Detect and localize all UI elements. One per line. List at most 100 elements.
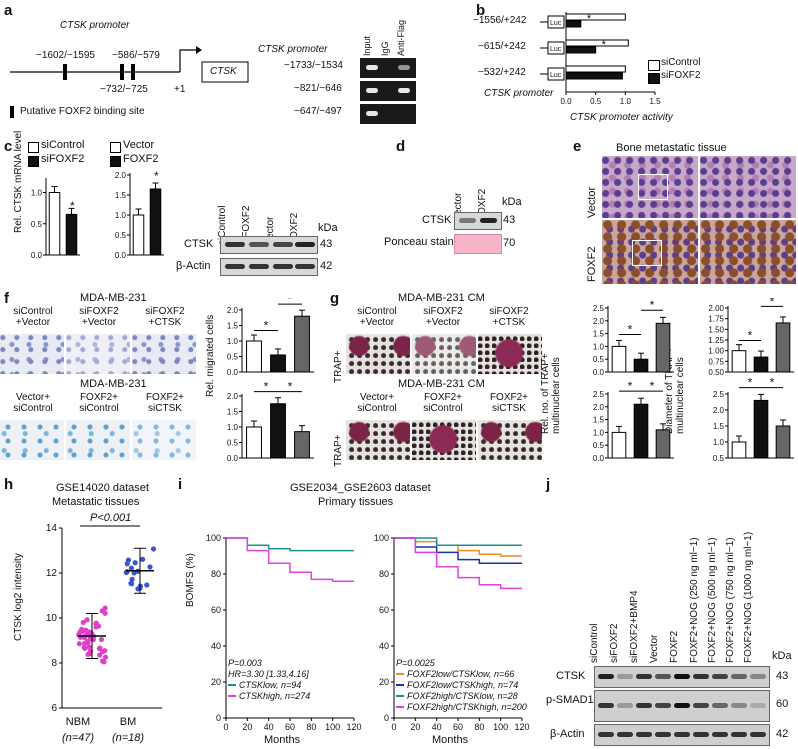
data-point-NBM bbox=[85, 639, 91, 646]
j-kda-ctsk: 43 bbox=[776, 670, 789, 682]
chip-gel-band-row-1 bbox=[360, 58, 416, 78]
panel-label-i: i bbox=[178, 476, 183, 493]
g-bottom-image-2 bbox=[412, 420, 476, 460]
c-legend-swatch-sifoxf2 bbox=[28, 156, 39, 167]
c-kda: kDa bbox=[318, 222, 338, 234]
x-tick-label: 0.0 bbox=[560, 97, 572, 106]
g-title-top: MDA-MB-231 CM bbox=[398, 292, 485, 304]
g-top-col-3: siFOXF2 +CTSK bbox=[489, 306, 529, 328]
chip-col-igg: IgG bbox=[380, 41, 390, 56]
b-legend-sifoxf2: siFOXF2 bbox=[661, 70, 701, 81]
g-bottom-image-3 bbox=[478, 420, 542, 460]
y-tick-label: 12 bbox=[46, 568, 58, 579]
significance-star: * bbox=[748, 329, 753, 343]
panel-label-h: h bbox=[4, 476, 14, 493]
c-blot-ctsk bbox=[220, 236, 318, 254]
data-point-NBM bbox=[76, 641, 83, 647]
y-tick-label: 0.5 bbox=[227, 439, 239, 448]
y-tick-label: 0.0 bbox=[593, 454, 605, 463]
b-xlabel: CTSK promoter activity bbox=[570, 112, 673, 123]
x-tick-label: 20 bbox=[410, 722, 420, 732]
b-ylabel: CTSK promoter bbox=[484, 88, 554, 99]
bar bbox=[731, 441, 747, 459]
f-bottom-col-3: FOXF2+ siCTSK bbox=[145, 392, 185, 414]
y-tick-label: 0.5 bbox=[115, 231, 127, 240]
b-legend-sicontrol: siControl bbox=[661, 57, 701, 68]
km-stat: HR=3.30 [1.33,4.16] bbox=[228, 669, 309, 679]
data-point-NBM bbox=[79, 626, 85, 632]
luc-label: Luc bbox=[550, 20, 562, 27]
panel-label-j: j bbox=[546, 476, 551, 493]
panel-label-a: a bbox=[4, 2, 13, 19]
data-point-BM bbox=[128, 565, 135, 571]
legend-label: FOXF2high/CTSKhigh, n=200 bbox=[407, 702, 527, 712]
j-row-ctsk: CTSK bbox=[556, 670, 586, 682]
x-tick-label: 100 bbox=[493, 722, 508, 732]
c-star-right: * bbox=[154, 169, 159, 183]
c-legend-swatch-sicontrol bbox=[28, 142, 39, 153]
f-top-col-1: siControl +Vector bbox=[13, 306, 53, 328]
x-tick-label: 60 bbox=[285, 722, 295, 732]
c-legend-swatch-vector bbox=[110, 142, 121, 153]
y-tick-label: 1.5 bbox=[227, 322, 239, 331]
y-tick-label: 80 bbox=[379, 569, 389, 579]
bar bbox=[246, 426, 262, 459]
legend-label: CTSKhigh, n=274 bbox=[239, 691, 310, 701]
h-group-bm: BM bbox=[119, 716, 137, 728]
x-tick-label: 0 bbox=[223, 722, 228, 732]
d-row-ponceau: Ponceau stain bbox=[384, 236, 454, 248]
y-tick-label: 100 bbox=[206, 533, 221, 543]
g-title-bottom: MDA-MB-231 CM bbox=[398, 378, 485, 390]
g-ylabel-number: Rel. no. of TRAP+ multinuclear cells bbox=[540, 353, 562, 434]
i-ylabel: BOMFS (%) bbox=[185, 553, 196, 607]
luciferase-chart: Luc Luc Luc * * 0.0 0.5 1.0 1.5 bbox=[540, 12, 661, 106]
x-tick-label: 120 bbox=[346, 722, 361, 732]
significance-star: * bbox=[650, 379, 655, 393]
c-star-left: * bbox=[70, 199, 75, 213]
x-tick-label: 20 bbox=[242, 722, 252, 732]
km-curve bbox=[226, 537, 354, 552]
e-image-vector-high bbox=[700, 156, 796, 218]
y-tick-label: 14 bbox=[46, 523, 58, 534]
chip-row-3: −647/−497 bbox=[294, 106, 342, 117]
data-point-BM bbox=[132, 560, 138, 566]
luc-box bbox=[547, 41, 565, 55]
c-kda-ctsk: 43 bbox=[320, 238, 333, 250]
km-stat: P=0.003 bbox=[228, 658, 262, 668]
y-tick-label: 60 bbox=[379, 605, 389, 615]
luc-box bbox=[547, 67, 565, 81]
bar bbox=[48, 192, 61, 256]
km-stat: P=0.0025 bbox=[396, 658, 436, 668]
construct-label-2: −615/+242 bbox=[478, 41, 526, 52]
c-legend-foxf2: FOXF2 bbox=[123, 153, 159, 165]
b-legend-swatch-sicontrol bbox=[648, 60, 660, 71]
x-tick-label: 40 bbox=[264, 722, 274, 732]
gene-box-label: CTSK bbox=[210, 66, 237, 77]
f-top-col-2: siFOXF2 +Vector bbox=[79, 306, 119, 328]
y-tick-label: 1.0 bbox=[593, 428, 605, 437]
y-tick-label: 2.0 bbox=[115, 171, 127, 180]
x-tick-label: 80 bbox=[306, 722, 316, 732]
x-tick-label: 80 bbox=[474, 722, 484, 732]
data-point-BM bbox=[144, 582, 150, 588]
data-point-NBM bbox=[86, 644, 92, 650]
significance-star: * bbox=[628, 323, 633, 337]
significance-star: * bbox=[748, 376, 753, 390]
e-image-foxf2-low bbox=[602, 220, 698, 284]
panel-label-e: e bbox=[573, 138, 582, 155]
bar-siFOXF2 bbox=[565, 20, 582, 28]
j-blot-psmad bbox=[594, 690, 770, 722]
g-top-col-2: siFOXF2 +Vector bbox=[423, 306, 463, 328]
bar-siControl bbox=[565, 13, 626, 21]
d-row-ctsk: CTSK bbox=[422, 214, 452, 226]
y-tick-label: 1.0 bbox=[713, 438, 725, 447]
y-tick-label: 2.5 bbox=[593, 304, 605, 313]
data-point-NBM bbox=[80, 619, 86, 626]
y-tick-label: 1.0 bbox=[227, 337, 239, 346]
bar bbox=[270, 403, 286, 459]
d-blot-ctsk bbox=[454, 212, 502, 230]
y-tick-label: 1.0 bbox=[227, 423, 239, 432]
c-mrna-charts: 0.0 0.5 1.0 * 0.0 0.5 1.0 1.5 2.0 * bbox=[31, 169, 164, 260]
x-tick-label: 120 bbox=[514, 722, 529, 732]
y-tick-label: 20 bbox=[379, 677, 389, 687]
